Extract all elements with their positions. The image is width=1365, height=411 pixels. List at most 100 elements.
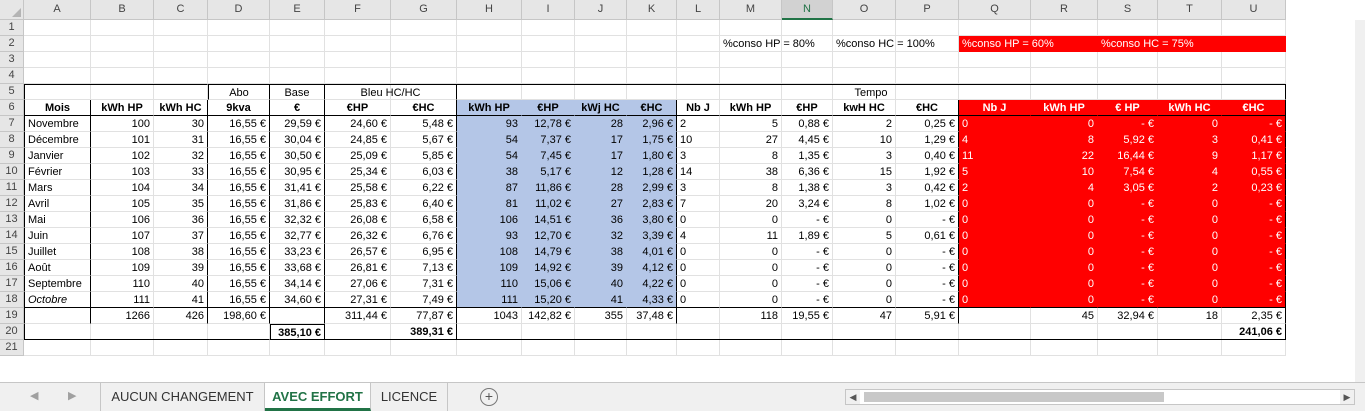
- column-header-i[interactable]: I: [522, 0, 575, 20]
- data-cell[interactable]: 0,61 €: [896, 228, 959, 244]
- total-kwh-hc[interactable]: 426: [154, 308, 208, 324]
- data-cell[interactable]: 0: [1158, 260, 1222, 276]
- data-cell[interactable]: 26,08 €: [325, 212, 391, 228]
- data-cell[interactable]: - €: [1222, 276, 1286, 292]
- data-cell[interactable]: 0: [959, 196, 1031, 212]
- row-header-2[interactable]: 2: [0, 36, 24, 52]
- data-cell[interactable]: 108: [91, 244, 154, 260]
- data-cell[interactable]: 0: [1158, 196, 1222, 212]
- data-cell[interactable]: 12,78 €: [522, 116, 575, 132]
- data-cell[interactable]: 36: [575, 212, 627, 228]
- grid-cell[interactable]: [154, 36, 208, 52]
- month-label[interactable]: Décembre: [24, 132, 91, 148]
- data-cell[interactable]: 0: [677, 260, 720, 276]
- data-cell[interactable]: 5: [720, 116, 782, 132]
- data-cell[interactable]: 11,02 €: [522, 196, 575, 212]
- data-cell[interactable]: 6,03 €: [391, 164, 457, 180]
- data-cell[interactable]: - €: [782, 276, 833, 292]
- grid-cell[interactable]: [457, 52, 522, 68]
- data-cell[interactable]: 0: [1158, 244, 1222, 260]
- grid-cell[interactable]: [1222, 52, 1286, 68]
- data-cell[interactable]: 1,38 €: [782, 180, 833, 196]
- data-cell[interactable]: 7,49 €: [391, 292, 457, 308]
- column-header-d[interactable]: D: [208, 0, 270, 20]
- grid-cell[interactable]: [677, 340, 720, 356]
- data-cell[interactable]: 6,40 €: [391, 196, 457, 212]
- header-t2-nbj[interactable]: Nb J: [677, 100, 720, 116]
- data-cell[interactable]: 103: [91, 164, 154, 180]
- data-cell[interactable]: - €: [782, 244, 833, 260]
- scroll-thumb[interactable]: [864, 392, 1164, 402]
- tab-aucun-changement[interactable]: AUCUN CHANGEMENT: [100, 383, 265, 411]
- data-cell[interactable]: 16,55 €: [208, 228, 270, 244]
- row-header-3[interactable]: 3: [0, 52, 24, 68]
- data-cell[interactable]: 40: [154, 276, 208, 292]
- data-cell[interactable]: 0: [959, 244, 1031, 260]
- month-label[interactable]: Juillet: [24, 244, 91, 260]
- data-cell[interactable]: 6,36 €: [782, 164, 833, 180]
- grid-cell[interactable]: [627, 52, 677, 68]
- grand-total-blank[interactable]: [24, 324, 270, 340]
- grid-cell[interactable]: [270, 68, 325, 84]
- group-header-base[interactable]: Base: [270, 84, 325, 100]
- grid-cell[interactable]: [575, 36, 627, 52]
- data-cell[interactable]: 16,55 €: [208, 132, 270, 148]
- grid-cell[interactable]: [1158, 340, 1222, 356]
- data-cell[interactable]: 107: [91, 228, 154, 244]
- data-cell[interactable]: 28: [575, 180, 627, 196]
- horizontal-scrollbar[interactable]: ◀ ▶: [845, 389, 1355, 405]
- data-cell[interactable]: 11: [720, 228, 782, 244]
- grid-cell[interactable]: [457, 68, 522, 84]
- grid-cell[interactable]: [833, 68, 896, 84]
- grid-cell[interactable]: [391, 52, 457, 68]
- note-conso-hp-80[interactable]: %conso HP = 80%: [720, 36, 833, 52]
- data-cell[interactable]: 0: [959, 212, 1031, 228]
- grid-cell[interactable]: [677, 52, 720, 68]
- grid-cell[interactable]: [782, 68, 833, 84]
- data-cell[interactable]: - €: [782, 212, 833, 228]
- data-cell[interactable]: 33,23 €: [270, 244, 325, 260]
- data-cell[interactable]: - €: [1222, 212, 1286, 228]
- grid-cell[interactable]: [627, 68, 677, 84]
- grid-cell[interactable]: [325, 20, 391, 36]
- grid-cell[interactable]: [677, 36, 720, 52]
- data-cell[interactable]: - €: [1098, 260, 1158, 276]
- data-cell[interactable]: 29,59 €: [270, 116, 325, 132]
- month-label[interactable]: Février: [24, 164, 91, 180]
- data-cell[interactable]: 106: [91, 212, 154, 228]
- data-cell[interactable]: 0: [677, 212, 720, 228]
- data-cell[interactable]: 0: [833, 260, 896, 276]
- data-cell[interactable]: 16,55 €: [208, 212, 270, 228]
- grid-cell[interactable]: [91, 340, 154, 356]
- data-cell[interactable]: 38: [154, 244, 208, 260]
- grid-cell[interactable]: [833, 52, 896, 68]
- row-header-5[interactable]: 5: [0, 84, 24, 100]
- data-cell[interactable]: 10: [1031, 164, 1098, 180]
- data-cell[interactable]: 16,55 €: [208, 276, 270, 292]
- data-cell[interactable]: 0: [1031, 292, 1098, 308]
- data-cell[interactable]: 1,02 €: [896, 196, 959, 212]
- grid-cell[interactable]: [325, 36, 391, 52]
- grid-cell[interactable]: [782, 52, 833, 68]
- grid-cell[interactable]: [959, 340, 1031, 356]
- data-cell[interactable]: 41: [575, 292, 627, 308]
- data-cell[interactable]: - €: [896, 212, 959, 228]
- data-cell[interactable]: 10: [833, 132, 896, 148]
- grid-cell[interactable]: [720, 340, 782, 356]
- data-cell[interactable]: 31: [154, 132, 208, 148]
- data-cell[interactable]: 16,55 €: [208, 292, 270, 308]
- month-label[interactable]: Novembre: [24, 116, 91, 132]
- total-r-ehp[interactable]: 32,94 €: [1098, 308, 1158, 324]
- row-header-8[interactable]: 8: [0, 132, 24, 148]
- grid-cell[interactable]: [627, 340, 677, 356]
- grid-cell[interactable]: [959, 20, 1031, 36]
- grid-cell[interactable]: [896, 68, 959, 84]
- data-cell[interactable]: 1,17 €: [1222, 148, 1286, 164]
- grid-cell[interactable]: [391, 20, 457, 36]
- data-cell[interactable]: 34,60 €: [270, 292, 325, 308]
- total-bleu-ehc[interactable]: 77,87 €: [391, 308, 457, 324]
- data-cell[interactable]: 27: [575, 196, 627, 212]
- group-header-tempo[interactable]: Tempo: [457, 84, 1286, 100]
- data-cell[interactable]: 4,22 €: [627, 276, 677, 292]
- grid-cell[interactable]: [1098, 340, 1158, 356]
